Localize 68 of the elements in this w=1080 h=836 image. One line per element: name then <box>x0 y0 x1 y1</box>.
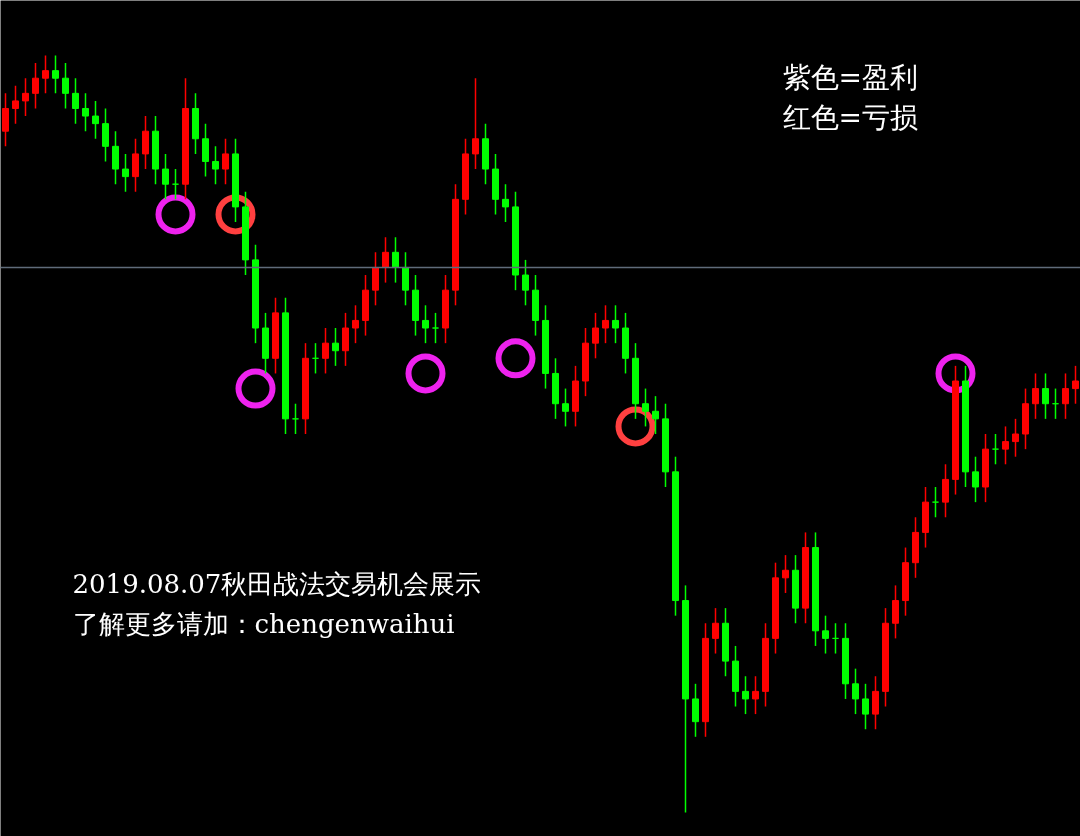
candlestick <box>1002 425 1009 466</box>
candlestick <box>502 183 509 223</box>
candlestick <box>142 115 149 170</box>
candlestick <box>392 236 399 284</box>
candlestick <box>852 667 859 715</box>
candlestick <box>862 683 869 730</box>
candlestick <box>132 138 139 193</box>
candlestick <box>62 62 69 110</box>
candlestick <box>32 62 39 110</box>
candlestick <box>2 92 9 148</box>
point <box>155 194 196 235</box>
candlestick <box>652 395 659 435</box>
candlestick <box>122 153 129 193</box>
candlestick <box>992 433 999 466</box>
candlestick <box>932 486 939 519</box>
candlestick <box>382 236 389 284</box>
point <box>235 368 276 409</box>
candlestick <box>352 304 359 344</box>
candlestick <box>222 138 229 185</box>
candlestick <box>822 614 829 655</box>
candlestick <box>22 77 29 117</box>
candlestick <box>332 327 339 367</box>
candlestick <box>1062 372 1069 420</box>
candlestick <box>422 304 429 344</box>
candlestick <box>692 683 699 738</box>
candlestick <box>782 554 789 594</box>
candlestick <box>1032 372 1039 420</box>
candlestick <box>972 455 979 503</box>
annotation: 2019.08.07秋田战法交易机会展示 <box>72 568 482 599</box>
candlestick <box>592 312 599 360</box>
candlestick <box>342 312 349 367</box>
candlestick <box>522 259 529 307</box>
candlestick <box>42 54 49 95</box>
point <box>495 338 536 379</box>
candlestick <box>372 251 379 307</box>
point <box>405 353 446 394</box>
candlestick <box>892 584 899 640</box>
candlestick <box>872 675 879 730</box>
candlestick <box>742 675 749 715</box>
candlestick <box>162 153 169 201</box>
candlestick <box>602 304 609 344</box>
candlestick <box>1012 418 1019 458</box>
candlestick <box>642 387 649 428</box>
candlestick <box>1072 365 1079 405</box>
candlestick <box>612 304 619 344</box>
candlestick <box>102 107 109 163</box>
candlestick <box>432 312 439 344</box>
candlestick <box>52 54 59 95</box>
candlestick <box>212 145 219 185</box>
candlestick <box>472 77 479 170</box>
annotation: 紫色=盈利 <box>782 60 918 94</box>
candlestick <box>752 675 759 715</box>
candlestick <box>202 122 209 178</box>
candlestick <box>92 100 99 140</box>
candlestick <box>292 402 299 435</box>
candlestick <box>942 463 949 519</box>
candlestick <box>1042 372 1049 420</box>
annotation: 了解更多请加：chengenwaihui <box>72 608 455 639</box>
candlestick <box>402 251 409 307</box>
candlestick <box>72 77 79 125</box>
candlestick <box>322 327 329 375</box>
candlestick <box>562 387 569 428</box>
candlestick <box>82 92 89 132</box>
candlestick <box>12 85 19 125</box>
candlestick <box>712 607 719 655</box>
point <box>615 406 656 447</box>
candlestick <box>112 130 119 185</box>
annotation: 红色=亏损 <box>782 100 918 134</box>
